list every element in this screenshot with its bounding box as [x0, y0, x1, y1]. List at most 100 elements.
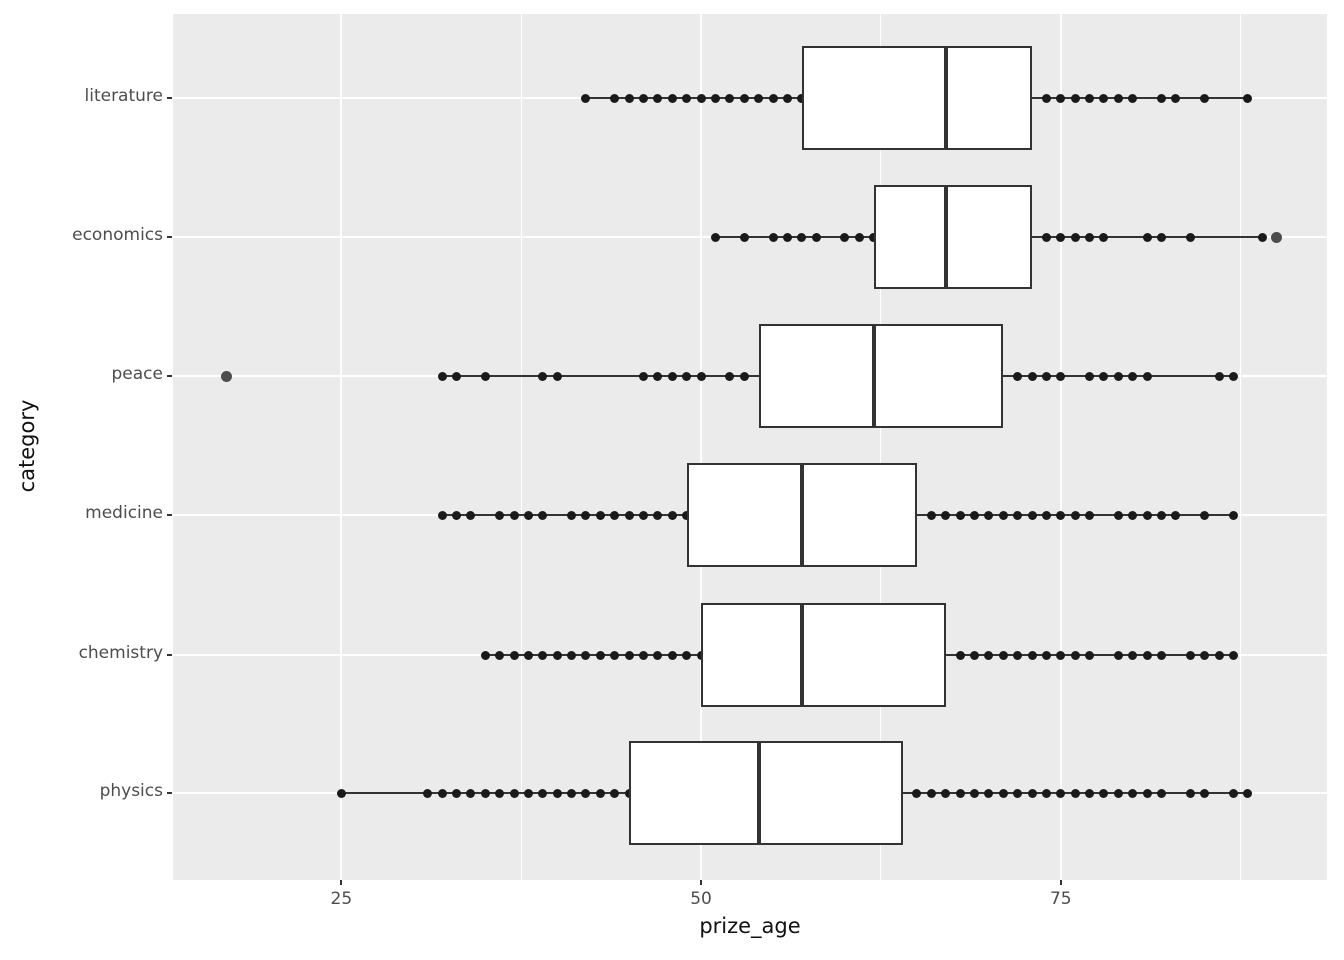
data-point	[1013, 510, 1023, 520]
data-point	[581, 93, 591, 103]
data-point	[653, 93, 663, 103]
data-point	[1056, 232, 1066, 242]
data-point	[926, 510, 936, 520]
data-point	[782, 232, 792, 242]
data-point	[984, 650, 994, 660]
median-physics	[756, 741, 761, 845]
data-point	[495, 510, 505, 520]
gridline-x-minor	[880, 14, 882, 880]
data-point	[1041, 650, 1051, 660]
outlier-point	[1271, 231, 1283, 243]
y-tick-mark	[167, 514, 172, 516]
data-point	[624, 93, 634, 103]
data-point	[682, 93, 692, 103]
data-point	[1085, 510, 1095, 520]
median-literature	[943, 46, 948, 150]
x-tick-label: 75	[1049, 889, 1072, 909]
data-point	[1113, 371, 1123, 381]
data-point	[725, 93, 735, 103]
data-point	[538, 510, 548, 520]
data-point	[495, 650, 505, 660]
data-point	[653, 510, 663, 520]
data-point	[1085, 232, 1095, 242]
data-point	[782, 93, 792, 103]
data-point	[1056, 510, 1066, 520]
data-point	[437, 371, 447, 381]
data-point	[998, 788, 1008, 798]
data-point	[336, 788, 346, 798]
data-point	[1142, 788, 1152, 798]
data-point	[624, 650, 634, 660]
data-point	[1027, 788, 1037, 798]
data-point	[1041, 788, 1051, 798]
data-point	[1185, 788, 1195, 798]
whisker-left-literature	[585, 97, 802, 99]
data-point	[1157, 788, 1167, 798]
data-point	[509, 788, 519, 798]
data-point	[1041, 510, 1051, 520]
data-point	[480, 788, 490, 798]
data-point	[567, 510, 577, 520]
median-peace	[871, 324, 876, 428]
data-point	[1099, 232, 1109, 242]
data-point	[1085, 371, 1095, 381]
data-point	[1128, 788, 1138, 798]
data-point	[1113, 788, 1123, 798]
data-point	[610, 650, 620, 660]
data-point	[1056, 788, 1066, 798]
data-point	[1085, 650, 1095, 660]
data-point	[552, 371, 562, 381]
data-point	[1228, 510, 1238, 520]
data-point	[1041, 371, 1051, 381]
x-axis-title: prize_age	[699, 914, 801, 938]
data-point	[1200, 788, 1210, 798]
data-point	[1157, 93, 1167, 103]
data-point	[667, 371, 677, 381]
data-point	[1243, 93, 1253, 103]
data-point	[509, 510, 519, 520]
data-point	[639, 371, 649, 381]
data-point	[1085, 93, 1095, 103]
y-axis-title: category	[15, 399, 39, 493]
data-point	[969, 510, 979, 520]
data-point	[955, 788, 965, 798]
data-point	[912, 788, 922, 798]
data-point	[639, 93, 649, 103]
y-tick-mark	[167, 236, 172, 238]
whisker-left-chemistry	[485, 654, 702, 656]
data-point	[1142, 510, 1152, 520]
data-point	[1113, 510, 1123, 520]
data-point	[667, 650, 677, 660]
data-point	[639, 650, 649, 660]
data-point	[1013, 371, 1023, 381]
data-point	[653, 650, 663, 660]
data-point	[624, 510, 634, 520]
data-point	[1228, 371, 1238, 381]
data-point	[581, 650, 591, 660]
data-point	[1214, 371, 1224, 381]
data-point	[1070, 510, 1080, 520]
data-point	[1056, 371, 1066, 381]
whisker-left-medicine	[442, 514, 687, 516]
data-point	[955, 650, 965, 660]
x-tick-label: 50	[690, 889, 712, 909]
gridline-x-major	[700, 14, 703, 880]
data-point	[1113, 650, 1123, 660]
y-tick-label-peace: peace	[111, 364, 163, 384]
data-point	[696, 93, 706, 103]
data-point	[480, 371, 490, 381]
data-point	[1128, 650, 1138, 660]
gridline-x-minor	[520, 14, 522, 880]
box-chemistry	[701, 603, 946, 707]
data-point	[1128, 93, 1138, 103]
data-point	[552, 650, 562, 660]
y-tick-label-literature: literature	[84, 86, 164, 106]
data-point	[955, 510, 965, 520]
data-point	[941, 788, 951, 798]
data-point	[437, 788, 447, 798]
data-point	[538, 650, 548, 660]
data-point	[567, 650, 577, 660]
data-point	[840, 232, 850, 242]
data-point	[854, 232, 864, 242]
